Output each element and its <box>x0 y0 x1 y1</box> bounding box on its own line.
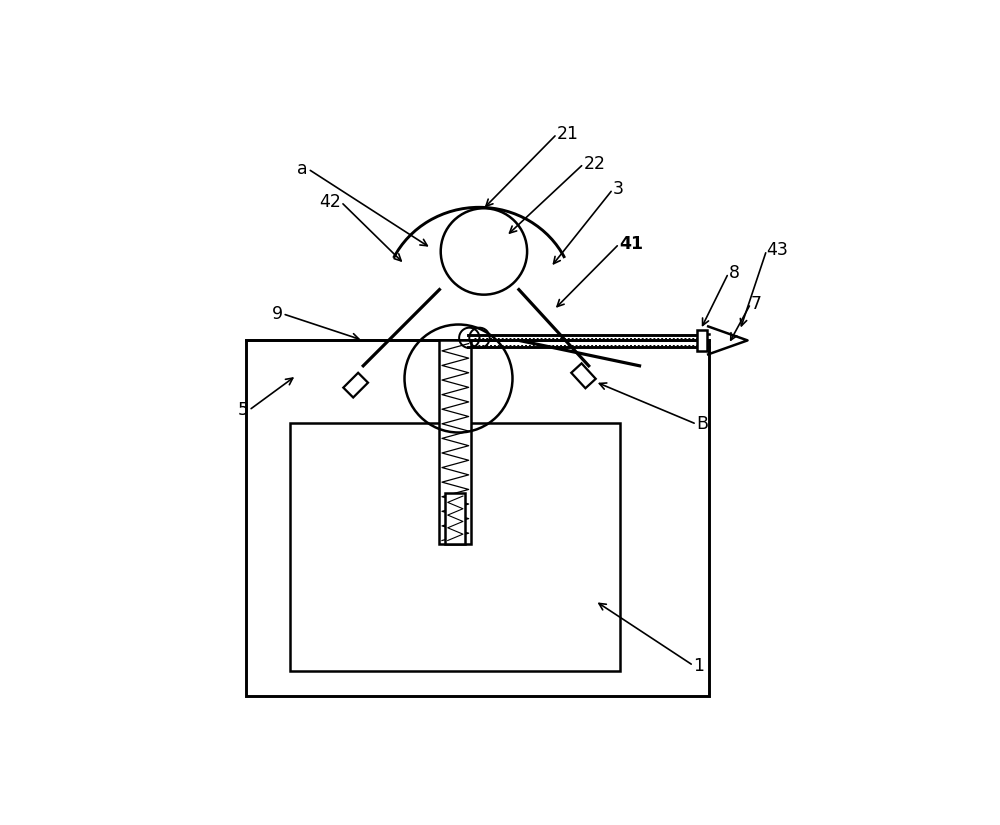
Text: 3: 3 <box>613 180 624 198</box>
Bar <box>290 423 620 671</box>
Text: 42: 42 <box>319 193 341 211</box>
Text: B: B <box>697 415 709 433</box>
Text: 8: 8 <box>728 264 739 282</box>
Text: 22: 22 <box>584 155 606 172</box>
Text: 5: 5 <box>238 401 249 419</box>
Bar <box>445 493 465 544</box>
Text: 43: 43 <box>767 241 788 259</box>
Text: a: a <box>297 160 308 178</box>
Bar <box>439 341 471 544</box>
Text: 7: 7 <box>751 295 762 313</box>
Bar <box>697 330 707 351</box>
Text: 21: 21 <box>557 125 579 143</box>
Bar <box>246 341 709 696</box>
Text: 1: 1 <box>694 657 705 675</box>
Text: 41: 41 <box>619 235 643 252</box>
Bar <box>343 373 368 398</box>
Bar <box>571 363 596 389</box>
Text: 9: 9 <box>271 304 283 323</box>
